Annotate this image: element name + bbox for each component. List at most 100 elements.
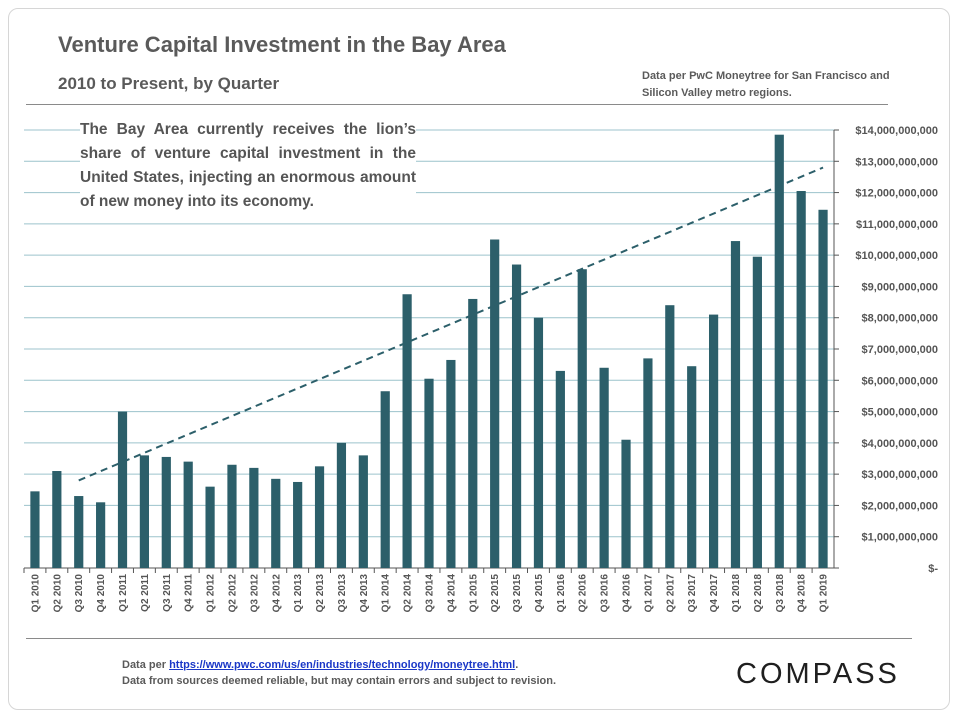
header-divider xyxy=(26,104,888,105)
bar xyxy=(424,378,434,568)
x-tick-label: Q3 2018 xyxy=(775,574,786,613)
bar xyxy=(117,411,128,568)
x-tick-label: Q4 2018 xyxy=(797,574,808,613)
bars xyxy=(30,134,828,569)
bar xyxy=(183,461,193,568)
gridlines xyxy=(24,129,834,569)
y-tick-label: $8,000,000,000 xyxy=(862,313,938,325)
bar xyxy=(30,491,40,568)
x-tick-label: Q3 2014 xyxy=(425,574,436,613)
y-tick-label: $- xyxy=(928,563,938,575)
x-tick-label: Q4 2017 xyxy=(709,574,720,613)
y-tick-label: $13,000,000,000 xyxy=(855,156,938,168)
compass-logo: COMPASS xyxy=(736,658,900,690)
x-tick-label: Q2 2017 xyxy=(665,574,676,613)
x-tick-label: Q1 2011 xyxy=(118,574,129,612)
x-tick-label: Q1 2016 xyxy=(556,574,567,613)
bar xyxy=(380,391,390,568)
x-tick-label: Q3 2012 xyxy=(249,574,260,613)
x-tick-label: Q3 2011 xyxy=(162,574,173,612)
bar xyxy=(818,209,828,568)
bar xyxy=(74,496,84,568)
y-tick-label: $9,000,000,000 xyxy=(862,281,938,293)
bar xyxy=(577,269,587,568)
x-tick-label: Q2 2014 xyxy=(403,574,414,613)
x-tick-label: Q3 2017 xyxy=(687,574,698,613)
bar xyxy=(752,256,762,568)
chart-subtitle: 2010 to Present, by Quarter xyxy=(58,74,280,93)
footer-disclaimer: Data from sources deemed reliable, but m… xyxy=(122,675,557,687)
bar xyxy=(139,455,150,568)
bar xyxy=(293,481,303,568)
x-tick-label: Q2 2010 xyxy=(52,574,63,613)
y-tick-label: $14,000,000,000 xyxy=(855,125,938,137)
bar xyxy=(687,366,697,568)
bar xyxy=(52,471,62,568)
x-tick-label: Q3 2015 xyxy=(512,574,523,613)
bar xyxy=(643,358,653,568)
y-tick-label: $7,000,000,000 xyxy=(862,344,938,356)
bar xyxy=(533,317,544,568)
x-tick-label: Q4 2015 xyxy=(534,574,545,613)
x-tick-label: Q2 2012 xyxy=(227,574,238,613)
bar xyxy=(490,239,500,568)
bar xyxy=(96,502,106,568)
chart-title: Venture Capital Investment in the Bay Ar… xyxy=(58,32,506,57)
x-tick-label: Q2 2011 xyxy=(140,574,151,612)
footer: Data per https://www.pwc.com/us/en/indus… xyxy=(122,657,556,689)
moneytree-link[interactable]: https://www.pwc.com/us/en/industries/tec… xyxy=(169,659,516,671)
x-tick-label: Q1 2015 xyxy=(468,574,479,613)
bar xyxy=(161,456,171,568)
x-tick-label: Q4 2011 xyxy=(184,574,195,612)
bar xyxy=(708,314,719,568)
x-tick-label: Q2 2018 xyxy=(753,574,764,613)
x-tick-label: Q2 2016 xyxy=(578,574,589,613)
y-axis: $- $1,000,000,000 $2,000,000,000 $3,000,000… xyxy=(833,125,938,575)
bar xyxy=(358,455,368,568)
x-tick-label: Q1 2018 xyxy=(731,574,742,613)
y-tick-label: $6,000,000,000 xyxy=(862,375,938,387)
y-tick-label: $1,000,000,000 xyxy=(862,532,938,544)
x-tick-label: Q1 2012 xyxy=(206,574,217,613)
footer-source-line: Data per https://www.pwc.com/us/en/indus… xyxy=(122,657,556,673)
bar xyxy=(555,370,565,568)
bar xyxy=(511,264,522,568)
y-tick-label: $11,000,000,000 xyxy=(856,219,938,231)
x-tick-label: Q2 2015 xyxy=(490,574,501,613)
bar xyxy=(402,294,412,568)
bar xyxy=(271,478,281,568)
bar xyxy=(249,467,259,568)
bar xyxy=(205,486,215,568)
bar xyxy=(621,439,631,568)
y-tick-label: $10,000,000,000 xyxy=(855,250,938,262)
trendline-group xyxy=(78,166,824,482)
x-tick-label: Q1 2017 xyxy=(643,574,654,613)
x-tick-label: Q4 2012 xyxy=(271,574,282,613)
x-tick-label: Q4 2013 xyxy=(359,574,370,613)
x-tick-label: Q1 2019 xyxy=(819,574,830,613)
x-axis: Q1 2010 Q2 2010 Q3 2010 Q4 2010 Q1 2011 Q2 20… xyxy=(23,568,830,613)
x-tick-label: Q1 2013 xyxy=(293,574,304,613)
bar xyxy=(774,134,784,568)
y-tick-label: $2,000,000,000 xyxy=(862,500,938,512)
bar xyxy=(336,442,347,568)
bar xyxy=(314,466,325,568)
bar-chart: $- $1,000,000,000 $2,000,000,000 $3,000,000… xyxy=(23,125,938,613)
bar xyxy=(599,367,609,568)
footer-divider xyxy=(26,638,912,639)
y-tick-label: $4,000,000,000 xyxy=(862,438,938,450)
x-tick-label: Q1 2014 xyxy=(381,574,392,613)
annotation-text: The Bay Area currently receives the lion… xyxy=(80,118,416,214)
x-tick-label: Q4 2010 xyxy=(96,574,107,613)
bar xyxy=(446,359,456,568)
x-tick-label: Q1 2010 xyxy=(30,574,41,613)
bar xyxy=(665,305,675,568)
x-tick-label: Q4 2016 xyxy=(622,574,633,613)
x-tick-label: Q4 2014 xyxy=(446,574,457,613)
x-tick-label: Q2 2013 xyxy=(315,574,326,613)
footer-suffix: . xyxy=(515,659,519,671)
source-note: Data per PwC Moneytree for San Francisco… xyxy=(642,70,890,99)
bar xyxy=(227,464,237,568)
x-tick-label: Q3 2016 xyxy=(600,574,611,613)
bar xyxy=(730,241,741,569)
